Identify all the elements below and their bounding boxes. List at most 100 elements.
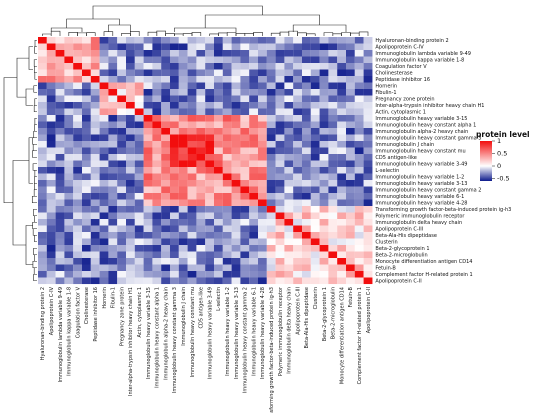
heatmap-cell — [354, 154, 364, 161]
heatmap-cell — [310, 186, 320, 194]
heatmap-cell — [170, 134, 179, 142]
heatmap-cell — [161, 82, 171, 90]
heatmap-cell — [178, 251, 188, 259]
heatmap-cell — [240, 277, 250, 285]
heatmap-cell — [363, 37, 373, 44]
heatmap-cell — [222, 264, 232, 272]
dendrogram-link — [174, 33, 184, 36]
heatmap-cell — [64, 69, 74, 77]
heatmap-cell — [275, 219, 285, 226]
heatmap-cell — [310, 63, 320, 70]
heatmap-cell — [108, 277, 118, 285]
heatmap-cell — [55, 108, 65, 116]
heatmap-cell — [275, 180, 285, 187]
heatmap-cell — [108, 232, 118, 239]
column-label: Beta-2-glycoprotein 1 — [322, 287, 328, 341]
heatmap-cell — [55, 134, 65, 142]
heatmap-cell — [231, 160, 241, 168]
heatmap-cell — [258, 37, 267, 44]
heatmap-cell — [143, 193, 153, 200]
heatmap-cell — [38, 63, 47, 70]
heatmap-cell — [275, 37, 285, 44]
heatmap-cell — [73, 89, 83, 96]
heatmap-cell — [38, 180, 47, 187]
heatmap-cell — [161, 173, 171, 181]
heatmap-cell — [266, 251, 276, 259]
heatmap-cell — [319, 82, 329, 90]
heatmap-cell — [205, 63, 215, 70]
heatmap-cell — [284, 43, 294, 51]
heatmap-cell — [284, 238, 294, 246]
heatmap-cell — [126, 154, 135, 161]
heatmap-cell — [143, 95, 153, 103]
heatmap-cell — [275, 102, 285, 109]
heatmap-cell — [82, 160, 91, 168]
heatmap-cell — [108, 147, 118, 155]
heatmap-cell — [152, 56, 162, 64]
heatmap-cell — [38, 43, 47, 51]
heatmap-cell — [196, 167, 206, 174]
heatmap-cell — [64, 134, 74, 142]
heatmap-cell — [90, 102, 100, 109]
dendrogram-link — [42, 33, 52, 36]
heatmap-cell — [82, 186, 91, 194]
heatmap-cell — [214, 193, 223, 200]
column-label: Immunoglobulin heavy constant alpha 1 — [155, 287, 161, 388]
heatmap-cell — [363, 115, 373, 122]
heatmap-cell — [117, 199, 127, 207]
heatmap-cell — [64, 50, 74, 57]
heatmap-cell — [231, 199, 241, 207]
column-label: Immunoglobulin heavy variable 6-1 — [251, 287, 257, 376]
heatmap-cell — [143, 173, 153, 181]
row-label: Polymeric immunoglobulin receptor — [375, 214, 465, 220]
heatmap-cell — [99, 238, 109, 246]
heatmap-cell — [161, 212, 171, 220]
dendrogram-link — [92, 5, 263, 19]
heatmap-cell — [363, 76, 373, 83]
heatmap-cell — [126, 141, 135, 148]
heatmap-cell — [161, 219, 171, 226]
heatmap-cell — [258, 271, 267, 278]
legend-title: protein level — [476, 130, 530, 139]
heatmap-cell — [46, 264, 56, 272]
heatmap-cell — [108, 82, 118, 90]
heatmap-cell — [143, 251, 153, 259]
heatmap-cell — [170, 141, 179, 148]
heatmap-cell — [249, 186, 259, 194]
heatmap-cell — [284, 258, 294, 265]
heatmap-cell — [319, 180, 329, 187]
heatmap-cell — [231, 121, 241, 129]
dendrogram-link — [306, 33, 316, 36]
heatmap-cell — [293, 89, 303, 96]
heatmap-cell — [170, 147, 179, 155]
heatmap-cell — [196, 50, 206, 57]
heatmap-cell — [82, 102, 91, 109]
heatmap-cell — [363, 238, 373, 246]
heatmap-cell — [126, 95, 135, 103]
heatmap-cell — [222, 219, 232, 226]
heatmap-cell — [302, 219, 311, 226]
heatmap-cell — [284, 147, 294, 155]
heatmap-cell — [214, 141, 223, 148]
heatmap-cell — [187, 147, 197, 155]
heatmap-cell — [90, 206, 100, 213]
heatmap-cell — [152, 238, 162, 246]
dendrogram-link — [12, 160, 29, 246]
heatmap-cell — [346, 102, 355, 109]
dendrogram-link — [358, 31, 369, 36]
heatmap-cell — [275, 212, 285, 220]
heatmap-cell — [205, 37, 215, 44]
heatmap-cell — [302, 167, 311, 174]
heatmap-cell — [249, 173, 259, 181]
heatmap-cell — [337, 180, 347, 187]
heatmap-cell — [205, 212, 215, 220]
heatmap-cell — [117, 245, 127, 252]
heatmap-cell — [73, 206, 83, 213]
heatmap-cell — [205, 43, 215, 51]
row-label: Immunoglobulin lambda variable 9-49 — [375, 51, 471, 57]
heatmap-cell — [302, 50, 311, 57]
heatmap-cell — [302, 147, 311, 155]
column-label: Immunoglobulin heavy constant gamma 3 — [172, 287, 178, 393]
heatmap-cell — [310, 258, 320, 265]
heatmap-cell — [99, 128, 109, 135]
